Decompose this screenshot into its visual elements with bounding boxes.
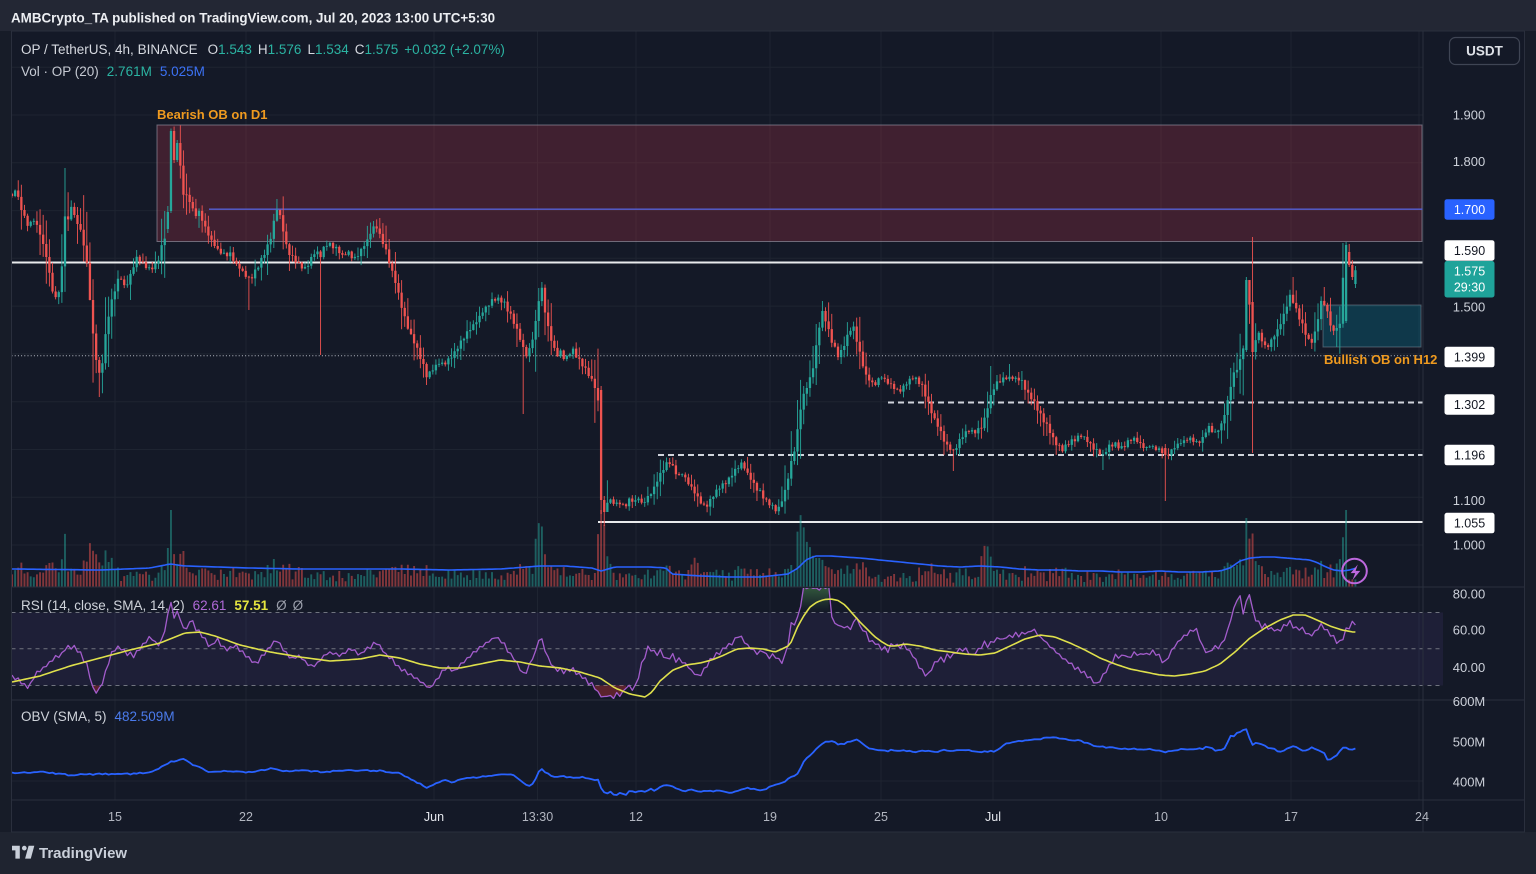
svg-text:USDT: USDT [1466,44,1504,59]
svg-text:1.500: 1.500 [1453,299,1486,314]
svg-text:29:30: 29:30 [1454,281,1485,295]
svg-text:500M: 500M [1453,734,1486,749]
svg-text:15: 15 [108,810,122,824]
svg-text:25: 25 [874,810,888,824]
svg-text:12: 12 [629,810,643,824]
svg-text:RSI (14, close, SMA, 14, 2)62.: RSI (14, close, SMA, 14, 2) 62.61 57.51 Ø Ø [21,598,304,613]
svg-text:Bullish OB on H12: Bullish OB on H12 [1324,352,1437,367]
svg-text:1.399: 1.399 [1454,350,1485,364]
svg-text:19: 19 [763,810,777,824]
svg-text:24: 24 [1415,810,1429,824]
svg-text:TradingView: TradingView [39,845,127,862]
svg-text:400M: 400M [1453,774,1486,789]
svg-text:1.302: 1.302 [1454,398,1485,412]
svg-text:AMBCrypto_TA published on Trad: AMBCrypto_TA published on TradingView.co… [11,11,495,26]
svg-text:40.00: 40.00 [1453,660,1486,675]
svg-text:1.196: 1.196 [1454,448,1485,462]
svg-text:Jun: Jun [424,810,444,824]
svg-text:1.590: 1.590 [1454,244,1485,258]
svg-text:80.00: 80.00 [1453,586,1486,601]
svg-text:Bearish OB on D1: Bearish OB on D1 [157,107,268,122]
svg-text:1.575: 1.575 [1454,265,1485,279]
svg-text:13:30: 13:30 [522,810,553,824]
svg-text:1.800: 1.800 [1453,154,1486,169]
svg-text:1.100: 1.100 [1453,493,1486,508]
svg-text:1.900: 1.900 [1453,107,1486,122]
svg-text:OBV (SMA, 5)482.509M: OBV (SMA, 5) 482.509M [21,709,175,724]
svg-text:22: 22 [239,810,253,824]
svg-text:1.700: 1.700 [1454,203,1485,217]
svg-text:60.00: 60.00 [1453,623,1486,638]
svg-text:600M: 600M [1453,694,1486,709]
svg-text:1.000: 1.000 [1453,537,1486,552]
svg-text:17: 17 [1284,810,1298,824]
svg-text:Jul: Jul [985,810,1001,824]
svg-text:1.055: 1.055 [1454,516,1485,530]
svg-text:10: 10 [1154,810,1168,824]
